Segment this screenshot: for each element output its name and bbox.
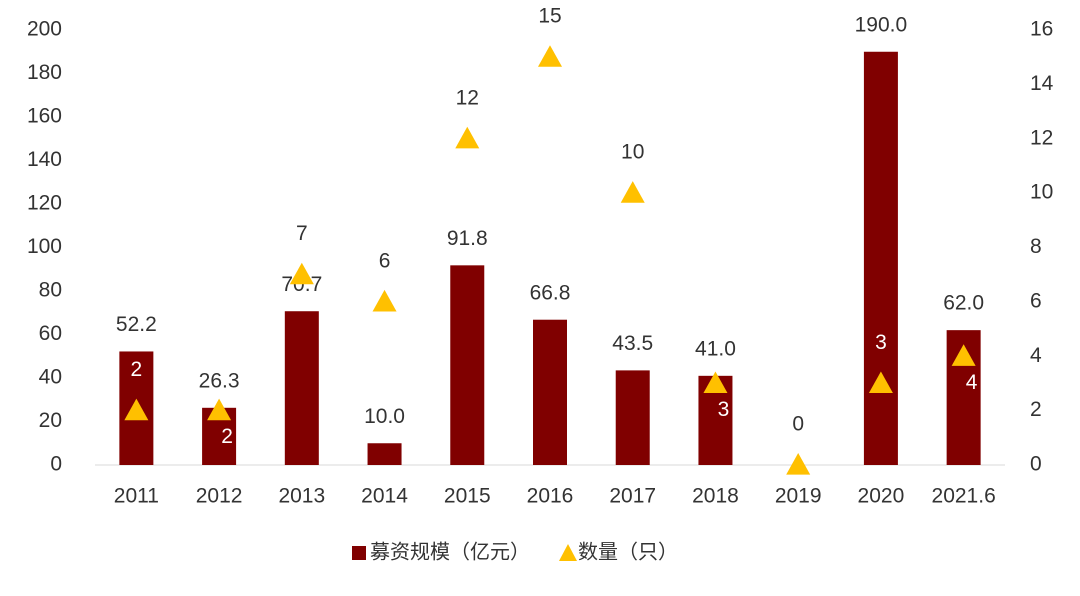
point-value-label: 2 bbox=[131, 358, 143, 381]
y-tick-label: 40 bbox=[39, 366, 62, 389]
x-tick-label: 2016 bbox=[527, 485, 574, 508]
x-tick-label: 2017 bbox=[609, 485, 656, 508]
y2-tick-label: 6 bbox=[1030, 289, 1042, 312]
y-tick-label: 0 bbox=[50, 453, 62, 476]
y2-tick-label: 14 bbox=[1030, 72, 1054, 95]
triangle-marker bbox=[786, 453, 811, 475]
y2-tick-label: 16 bbox=[1030, 18, 1053, 41]
y-tick-label: 60 bbox=[39, 322, 62, 345]
triangle-marker bbox=[372, 289, 397, 312]
point-value-label: 4 bbox=[966, 371, 978, 394]
x-tick-label: 2019 bbox=[775, 485, 822, 508]
y2-tick-label: 0 bbox=[1030, 453, 1042, 476]
triangle-marker bbox=[455, 126, 480, 149]
triangle-marker bbox=[289, 262, 314, 285]
point-value-label: 3 bbox=[875, 331, 887, 354]
x-tick-label: 2015 bbox=[444, 485, 491, 508]
bar bbox=[533, 319, 567, 465]
point-value-label: 15 bbox=[538, 5, 561, 28]
y-tick-label: 180 bbox=[27, 61, 62, 84]
bar-value-label: 52.2 bbox=[116, 313, 157, 336]
x-tick-label: 2014 bbox=[361, 485, 408, 508]
x-tick-label: 2018 bbox=[692, 485, 739, 508]
y2-tick-label: 2 bbox=[1030, 398, 1042, 421]
bar bbox=[615, 370, 650, 465]
y-tick-label: 200 bbox=[27, 18, 62, 41]
triangle-marker bbox=[951, 344, 976, 366]
bar bbox=[367, 443, 402, 465]
y2-tick-label: 4 bbox=[1030, 344, 1042, 367]
point-value-label: 2 bbox=[221, 425, 233, 448]
bar-value-label: 190.0 bbox=[855, 13, 908, 36]
y-tick-label: 80 bbox=[39, 279, 62, 302]
legend-swatch bbox=[559, 544, 577, 561]
bar bbox=[284, 311, 319, 465]
y-tick-label: 20 bbox=[39, 409, 62, 432]
point-value-label: 10 bbox=[621, 141, 644, 164]
bar bbox=[863, 51, 898, 465]
point-value-label: 0 bbox=[792, 413, 804, 436]
legend-label: 数量（只） bbox=[578, 540, 678, 563]
y2-tick-label: 10 bbox=[1030, 181, 1053, 204]
x-tick-label: 2013 bbox=[278, 485, 325, 508]
bar-value-label: 43.5 bbox=[612, 332, 653, 355]
triangle-marker bbox=[124, 398, 149, 421]
bar-value-label: 26.3 bbox=[199, 369, 240, 392]
x-tick-label: 2021.6 bbox=[932, 485, 996, 508]
bar bbox=[450, 265, 485, 465]
triangle-marker bbox=[207, 398, 232, 421]
legend-swatch bbox=[352, 546, 366, 560]
bar-value-label: 62.0 bbox=[943, 292, 984, 315]
y-tick-label: 140 bbox=[27, 148, 62, 171]
point-value-label: 7 bbox=[296, 222, 308, 245]
legend-label: 募资规模（亿元） bbox=[370, 540, 530, 563]
triangle-marker bbox=[868, 371, 893, 394]
y-tick-label: 160 bbox=[27, 105, 62, 128]
legend: 募资规模（亿元） 数量（只） bbox=[352, 540, 678, 563]
x-tick-label: 2011 bbox=[114, 485, 159, 508]
y-tick-label: 120 bbox=[27, 192, 62, 215]
bar-value-label: 10.0 bbox=[364, 405, 405, 428]
bar-value-label: 91.8 bbox=[447, 227, 488, 250]
y2-tick-label: 8 bbox=[1030, 235, 1042, 258]
x-tick-label: 2012 bbox=[196, 485, 243, 508]
point-value-label: 12 bbox=[456, 86, 479, 109]
triangle-marker bbox=[620, 181, 645, 203]
point-value-label: 3 bbox=[718, 398, 730, 421]
x-tick-label: 2020 bbox=[858, 485, 905, 508]
y-tick-label: 100 bbox=[27, 235, 62, 258]
bar-value-label: 66.8 bbox=[530, 281, 571, 304]
point-value-label: 6 bbox=[379, 249, 391, 272]
bar-value-label: 41.0 bbox=[695, 337, 736, 360]
triangle-marker bbox=[538, 45, 562, 67]
y2-tick-label: 12 bbox=[1030, 126, 1053, 149]
triangle-marker bbox=[703, 371, 728, 394]
